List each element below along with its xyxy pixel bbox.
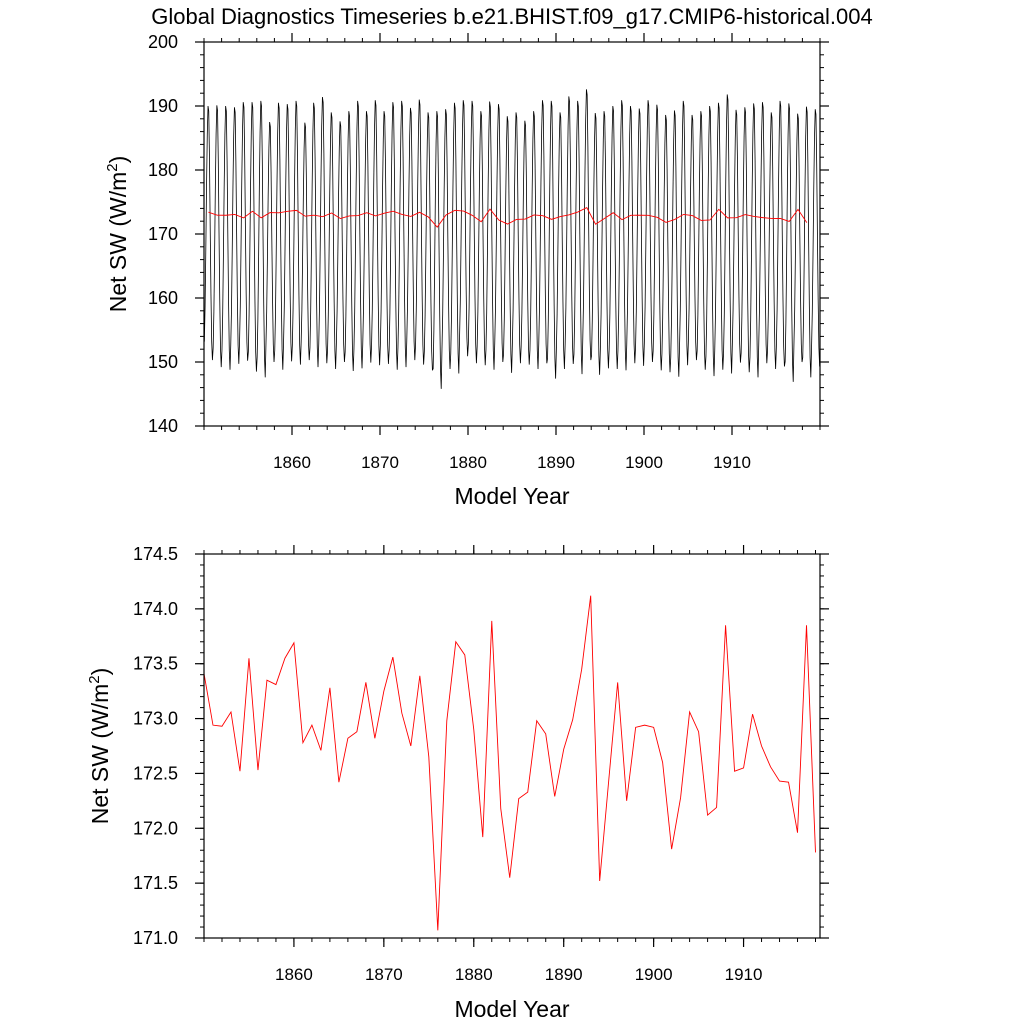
x-tick-label: 1880 xyxy=(449,453,487,472)
x-tick-label: 1900 xyxy=(635,965,673,984)
y-tick-label: 200 xyxy=(148,32,178,52)
x-tick-label: 1870 xyxy=(361,453,399,472)
x-tick-label: 1890 xyxy=(545,965,583,984)
x-tick-label: 1880 xyxy=(455,965,493,984)
y-tick-label: 150 xyxy=(148,352,178,372)
x-tick-label: 1890 xyxy=(537,453,575,472)
x-tick-label: 1870 xyxy=(365,965,403,984)
y-tick-label: 140 xyxy=(148,416,178,436)
y-axis-label: Net SW (W/m2) xyxy=(104,156,131,313)
y-tick-label: 172.0 xyxy=(133,818,178,838)
x-tick-label: 1860 xyxy=(273,453,311,472)
x-tick-label: 1910 xyxy=(713,453,751,472)
x-tick-label: 1910 xyxy=(725,965,763,984)
plot-area xyxy=(204,89,820,389)
y-tick-label: 171.0 xyxy=(133,928,178,948)
y-tick-label: 174.0 xyxy=(133,599,178,619)
y-tick-label: 172.5 xyxy=(133,763,178,783)
y-tick-label: 160 xyxy=(148,288,178,308)
top-panel: 1860 1870 1880 1890 1900 1910 140 150 160 170 180 1… xyxy=(104,32,829,509)
y-tick-label: 173.5 xyxy=(133,654,178,674)
plot-area xyxy=(204,595,816,931)
y-tick-label: 170 xyxy=(148,224,178,244)
x-axis-label: Model Year xyxy=(454,483,569,509)
y-axis-label: Net SW (W/m2) xyxy=(86,668,113,825)
y-tick-label: 174.5 xyxy=(133,544,178,564)
y-tick-label: 173.0 xyxy=(133,709,178,729)
plot-frame xyxy=(203,553,821,939)
monthly-series-line xyxy=(204,89,820,389)
x-tick-label: 1860 xyxy=(275,965,313,984)
x-axis-label: Model Year xyxy=(454,996,569,1022)
annual-mean-series-line xyxy=(204,595,816,931)
y-tick-label: 180 xyxy=(148,160,178,180)
x-tick-label: 1900 xyxy=(625,453,663,472)
bottom-panel: 1860 1870 1880 1890 1900 1910 171.0 171.5 172.0 1… xyxy=(86,544,829,1022)
y-tick-label: 171.5 xyxy=(133,873,178,893)
y-tick-label: 190 xyxy=(148,96,178,116)
page-title: Global Diagnostics Timeseries b.e21.BHIS… xyxy=(151,4,872,29)
annual-mean-series-line xyxy=(208,207,808,228)
